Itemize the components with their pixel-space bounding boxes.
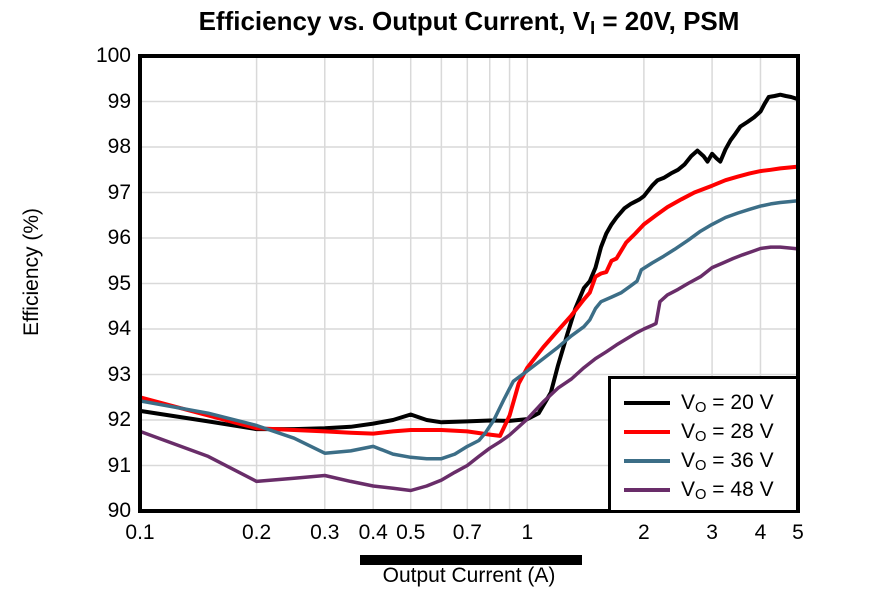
legend-line-sample: [624, 429, 670, 434]
x-tick-label: 0.2: [241, 521, 272, 544]
y-tick-label: 96: [107, 226, 131, 249]
y-tick-label: 92: [107, 408, 131, 431]
legend-item-20v: VO = 20 V: [611, 388, 796, 417]
x-tick-label: 0.1: [125, 521, 155, 544]
x-tick-label: 1: [521, 521, 534, 544]
x-tick-label: 0.5: [396, 521, 426, 544]
y-tick-label: 99: [107, 89, 131, 113]
x-tick-label: 4: [754, 521, 767, 544]
y-tick-label: 93: [107, 362, 131, 386]
series-line-0: [138, 92, 800, 432]
legend-line-sample: [624, 400, 670, 405]
x-tick-label: 0.3: [310, 521, 340, 544]
y-tick-label: 91: [107, 453, 131, 477]
y-tick-label: 97: [107, 180, 131, 204]
axis-title-highlight-bar: [360, 555, 582, 565]
title-subscript: I: [590, 18, 596, 38]
x-tick-label: 3: [706, 521, 718, 544]
x-tick-label: 0.4: [358, 521, 388, 544]
x-axis-title: Output Current (A): [382, 564, 556, 587]
legend-item-48v: VO = 48 V: [611, 475, 796, 504]
chart-title: Efficiency vs. Output Current, VI = 20V,…: [198, 6, 740, 38]
legend-item-36v: VO = 36 V: [611, 446, 796, 475]
legend-item-28v: VO = 28 V: [611, 417, 796, 446]
y-tick-label: 98: [107, 135, 131, 158]
y-tick-label: 90: [107, 499, 131, 522]
legend-line-sample: [624, 487, 670, 492]
legend-label: VO = 36 V: [681, 448, 774, 474]
legend-label: VO = 20 V: [681, 390, 774, 416]
x-tick-label: 0.7: [452, 521, 482, 544]
legend-label: VO = 48 V: [681, 477, 774, 503]
y-tick-label: 94: [107, 317, 131, 340]
y-tick-label: 100: [95, 44, 131, 67]
legend-label: VO = 28 V: [681, 419, 774, 445]
x-tick-label: 2: [638, 521, 650, 544]
legend-line-sample: [624, 458, 670, 463]
plot-frame: [138, 54, 800, 513]
legend-box: VO = 20 V VO = 28 V VO = 36 V VO = 48 V: [608, 376, 799, 513]
x-tick-label: 5: [792, 521, 804, 544]
series-line-1: [138, 164, 800, 438]
y-tick-label: 95: [107, 271, 131, 295]
series-line-2: [138, 198, 800, 461]
series-line-3: [138, 245, 800, 493]
